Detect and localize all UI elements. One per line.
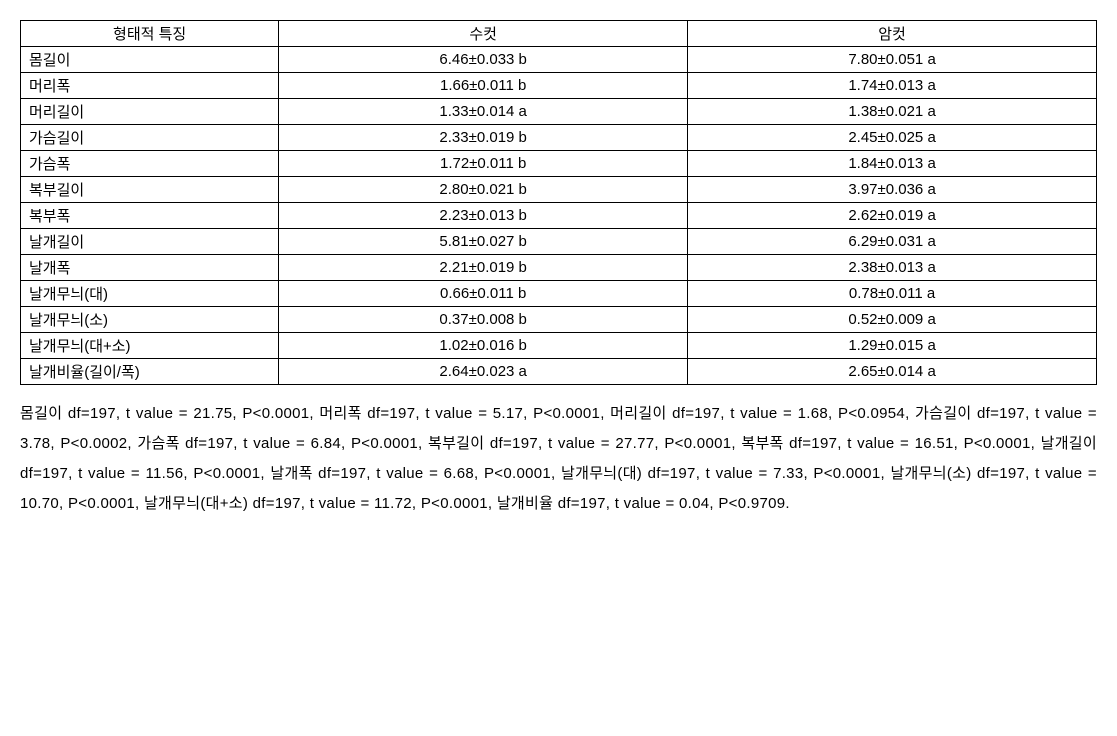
col-header-female: 암컷 [688,21,1097,47]
table-row: 복부폭2.23±0.013 b2.62±0.019 a [21,203,1097,229]
table-body: 몸길이6.46±0.033 b7.80±0.051 a머리폭1.66±0.011… [21,47,1097,385]
table-row: 가슴폭1.72±0.011 b1.84±0.013 a [21,151,1097,177]
male-value: 1.33±0.014 a [279,99,688,125]
male-value: 1.72±0.011 b [279,151,688,177]
trait-label: 복부폭 [21,203,279,229]
male-value: 2.23±0.013 b [279,203,688,229]
table-header-row: 형태적 특징 수컷 암컷 [21,21,1097,47]
table-row: 머리길이1.33±0.014 a1.38±0.021 a [21,99,1097,125]
col-header-trait: 형태적 특징 [21,21,279,47]
female-value: 7.80±0.051 a [688,47,1097,73]
trait-label: 날개무늬(대+소) [21,333,279,359]
table-row: 날개길이5.81±0.027 b6.29±0.031 a [21,229,1097,255]
col-header-male: 수컷 [279,21,688,47]
female-value: 3.97±0.036 a [688,177,1097,203]
table-row: 복부길이2.80±0.021 b3.97±0.036 a [21,177,1097,203]
table-row: 가슴길이2.33±0.019 b2.45±0.025 a [21,125,1097,151]
table-row: 날개비율(길이/폭)2.64±0.023 a2.65±0.014 a [21,359,1097,385]
female-value: 1.74±0.013 a [688,73,1097,99]
male-value: 1.02±0.016 b [279,333,688,359]
trait-label: 날개비율(길이/폭) [21,359,279,385]
table-row: 몸길이6.46±0.033 b7.80±0.051 a [21,47,1097,73]
trait-label: 몸길이 [21,47,279,73]
table-row: 날개무늬(대)0.66±0.011 b0.78±0.011 a [21,281,1097,307]
male-value: 5.81±0.027 b [279,229,688,255]
trait-label: 날개무늬(대) [21,281,279,307]
male-value: 6.46±0.033 b [279,47,688,73]
table-row: 날개무늬(소)0.37±0.008 b0.52±0.009 a [21,307,1097,333]
trait-label: 머리길이 [21,99,279,125]
male-value: 2.64±0.023 a [279,359,688,385]
female-value: 2.45±0.025 a [688,125,1097,151]
trait-label: 가슴길이 [21,125,279,151]
data-table: 형태적 특징 수컷 암컷 몸길이6.46±0.033 b7.80±0.051 a… [20,20,1097,385]
male-value: 1.66±0.011 b [279,73,688,99]
female-value: 0.52±0.009 a [688,307,1097,333]
trait-label: 날개길이 [21,229,279,255]
male-value: 0.37±0.008 b [279,307,688,333]
male-value: 0.66±0.011 b [279,281,688,307]
female-value: 1.38±0.021 a [688,99,1097,125]
female-value: 1.84±0.013 a [688,151,1097,177]
trait-label: 날개무늬(소) [21,307,279,333]
table-row: 날개무늬(대+소)1.02±0.016 b1.29±0.015 a [21,333,1097,359]
female-value: 2.65±0.014 a [688,359,1097,385]
male-value: 2.33±0.019 b [279,125,688,151]
trait-label: 복부길이 [21,177,279,203]
female-value: 1.29±0.015 a [688,333,1097,359]
male-value: 2.80±0.021 b [279,177,688,203]
trait-label: 가슴폭 [21,151,279,177]
female-value: 6.29±0.031 a [688,229,1097,255]
trait-label: 머리폭 [21,73,279,99]
statistics-notes: 몸길이 df=197, t value = 21.75, P<0.0001, 머… [20,399,1097,519]
table-row: 날개폭2.21±0.019 b2.38±0.013 a [21,255,1097,281]
male-value: 2.21±0.019 b [279,255,688,281]
female-value: 2.62±0.019 a [688,203,1097,229]
female-value: 0.78±0.011 a [688,281,1097,307]
trait-label: 날개폭 [21,255,279,281]
female-value: 2.38±0.013 a [688,255,1097,281]
table-row: 머리폭1.66±0.011 b1.74±0.013 a [21,73,1097,99]
